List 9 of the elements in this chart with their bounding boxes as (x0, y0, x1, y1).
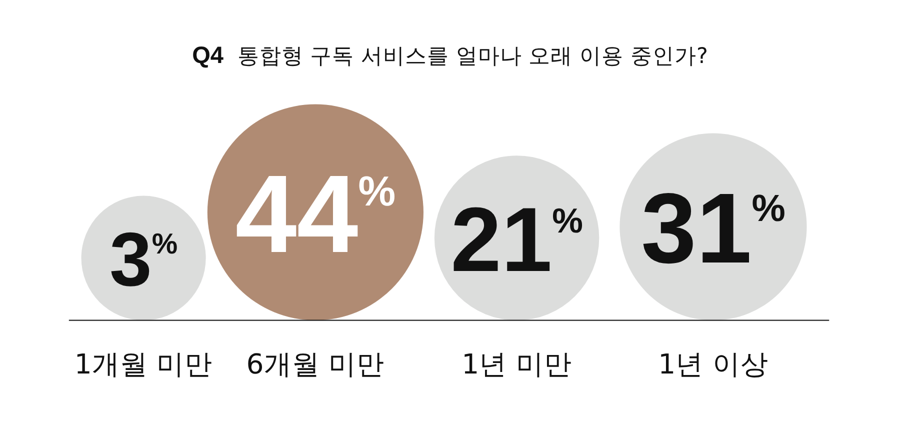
data-label: 44$^{%}$ (235, 153, 396, 276)
data-label: 31$^{%}$ (641, 174, 786, 285)
category-label: 1개월 미만 (74, 348, 213, 380)
category-label: 6개월 미만 (246, 348, 385, 380)
text: Q4 통합형 구독 서비스를 얼마나 오래 이용 중인가? (192, 42, 708, 70)
category-label: 1년 미만 (462, 348, 572, 380)
data-label: 21$^{%}$ (450, 188, 583, 291)
category-label: 1년 이상 (658, 348, 768, 380)
data-label: 3$^{%}$ (110, 217, 178, 302)
